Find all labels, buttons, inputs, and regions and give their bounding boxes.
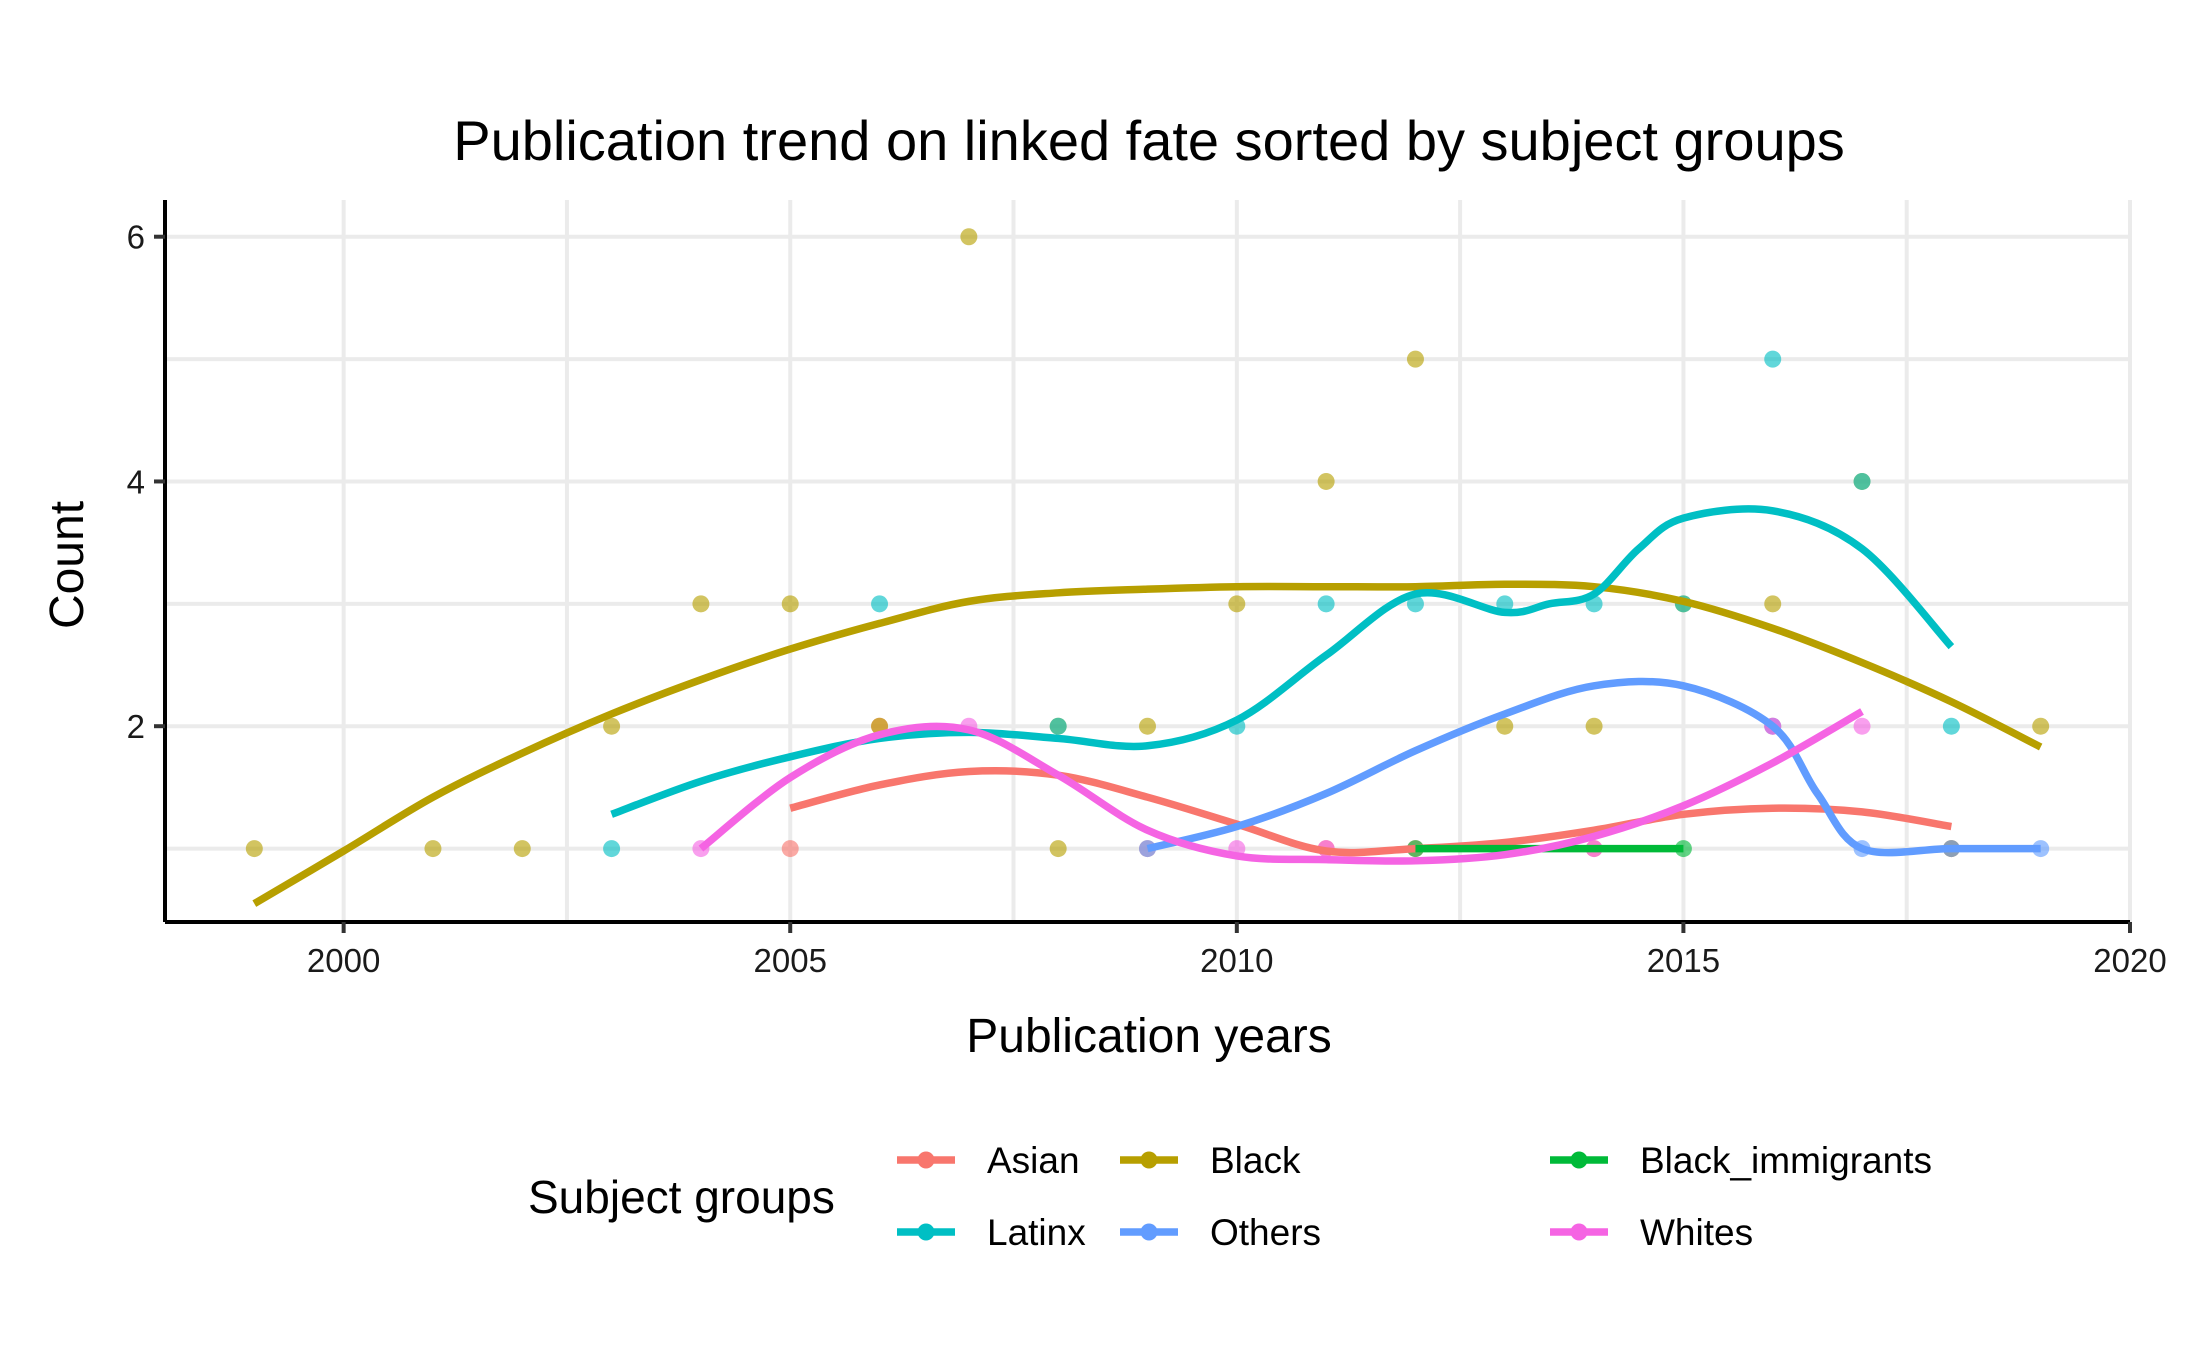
x-tick-label: 2010 bbox=[1200, 942, 1273, 979]
legend: Asian Black Black_immigrants Latinx Others Wh… bbox=[897, 1140, 1932, 1253]
y-tick-label: 2 bbox=[127, 708, 145, 745]
trend-line-black bbox=[252, 580, 2043, 907]
legend-label: Black bbox=[1210, 1140, 1301, 1181]
x-tick-label: 2015 bbox=[1647, 942, 1720, 979]
trend-line-asian bbox=[789, 766, 1952, 857]
x-axis-title: Publication years bbox=[966, 1010, 1332, 1063]
data-point bbox=[1049, 840, 1067, 858]
legend-key-point bbox=[1140, 1151, 1158, 1169]
data-point bbox=[1139, 717, 1156, 735]
data-point bbox=[603, 717, 621, 735]
x-tick-label: 2000 bbox=[307, 942, 380, 979]
data-point bbox=[1406, 350, 1424, 368]
legend-key-point bbox=[1570, 1151, 1588, 1169]
plot-area: 2000 2005 2010 2015 2020 2 4 6 bbox=[127, 200, 2167, 979]
legend-label: Black_immigrants bbox=[1640, 1140, 1932, 1181]
data-point bbox=[871, 595, 889, 613]
trend-line-others bbox=[1146, 677, 2041, 857]
legend-key-point bbox=[1570, 1223, 1588, 1241]
chart-title: Publication trend on linked fate sorted … bbox=[453, 109, 1845, 172]
legend-key-point bbox=[917, 1223, 935, 1241]
legend-label: Others bbox=[1210, 1212, 1321, 1253]
data-point bbox=[781, 595, 799, 613]
data-point bbox=[1853, 472, 1871, 490]
legend-title: Subject groups bbox=[528, 1171, 835, 1223]
data-point bbox=[1585, 717, 1603, 735]
data-point bbox=[1853, 717, 1871, 735]
data-point bbox=[245, 840, 263, 858]
y-tick-label: 4 bbox=[127, 463, 145, 500]
legend-key-point bbox=[917, 1151, 935, 1169]
data-point bbox=[1317, 595, 1335, 613]
data-point bbox=[1496, 717, 1514, 735]
legend-label: Asian bbox=[987, 1140, 1080, 1181]
legend-label: Latinx bbox=[987, 1212, 1086, 1253]
data-point bbox=[603, 840, 621, 858]
trend-line-whites bbox=[698, 708, 1864, 865]
legend-label: Whites bbox=[1640, 1212, 1753, 1253]
legend-key-point bbox=[1140, 1223, 1158, 1241]
data-point bbox=[1406, 595, 1424, 613]
data-point bbox=[1049, 717, 1067, 735]
x-tick-label: 2005 bbox=[754, 942, 827, 979]
data-point bbox=[424, 840, 442, 858]
data-point bbox=[1764, 350, 1782, 368]
data-point bbox=[960, 228, 978, 246]
data-point bbox=[513, 840, 531, 858]
y-axis-title: Count bbox=[41, 501, 94, 629]
data-point bbox=[1764, 595, 1782, 613]
x-tick-label: 2020 bbox=[2093, 942, 2166, 979]
data-point bbox=[1228, 595, 1246, 613]
data-point bbox=[1942, 717, 1960, 735]
data-point bbox=[692, 595, 710, 613]
data-point bbox=[781, 840, 799, 858]
y-tick-label: 6 bbox=[127, 219, 145, 256]
data-point bbox=[1317, 472, 1335, 490]
data-point bbox=[2032, 717, 2050, 735]
trend-line-latinx bbox=[610, 505, 1955, 818]
